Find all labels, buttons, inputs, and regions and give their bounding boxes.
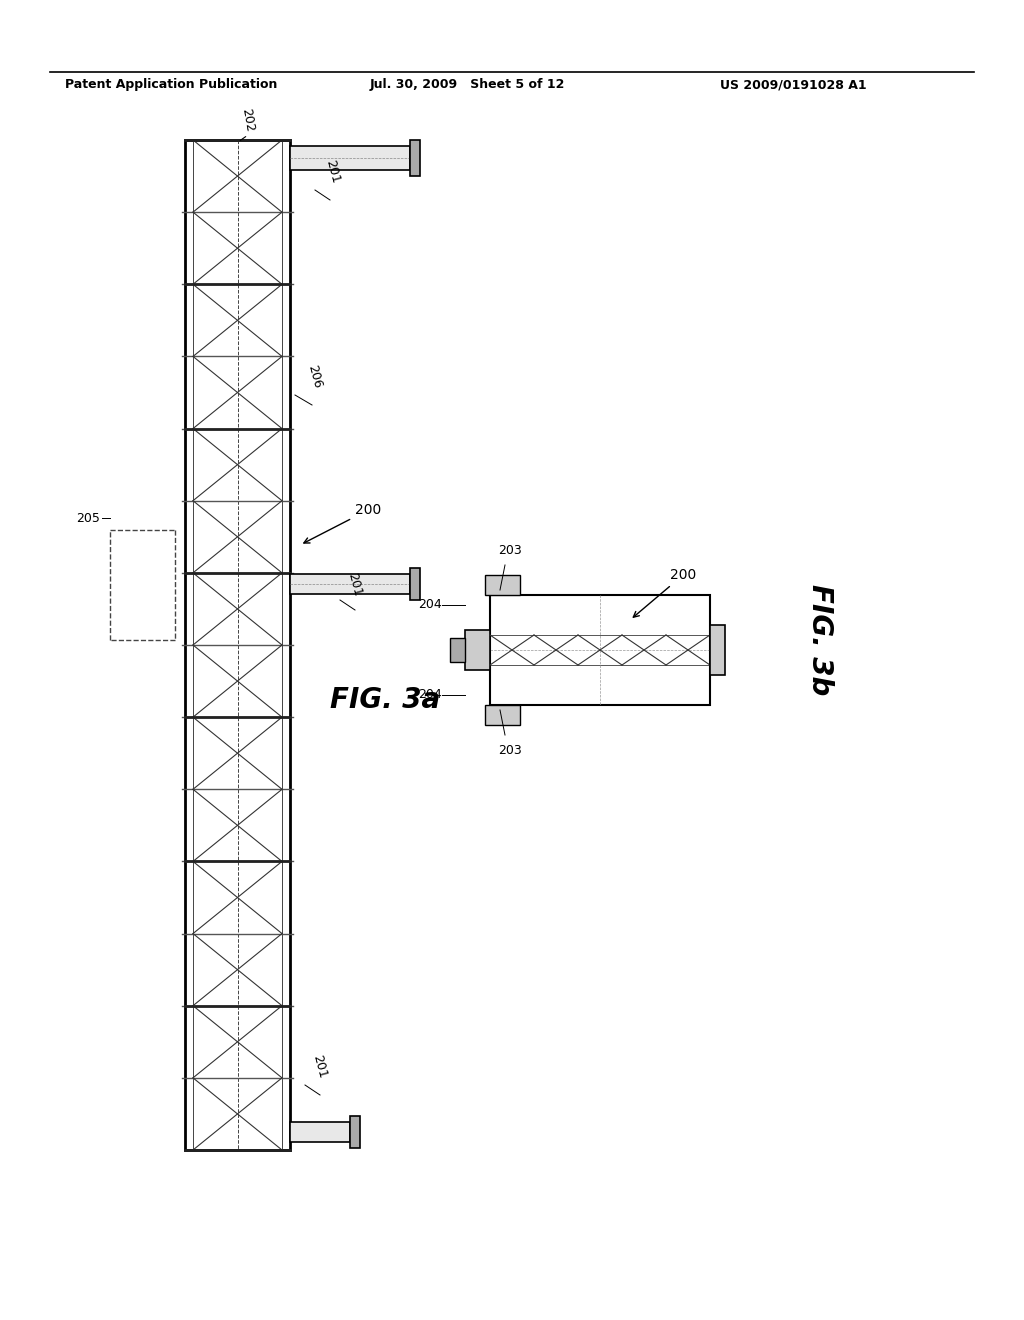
Text: 203: 203 — [498, 743, 522, 756]
Polygon shape — [290, 574, 410, 594]
Text: 201: 201 — [346, 572, 365, 598]
Text: 202: 202 — [240, 107, 256, 133]
Polygon shape — [290, 147, 410, 170]
Polygon shape — [485, 576, 520, 595]
Polygon shape — [410, 568, 420, 601]
Text: Patent Application Publication: Patent Application Publication — [65, 78, 278, 91]
Text: FIG. 3b: FIG. 3b — [806, 585, 834, 696]
Text: 205: 205 — [76, 511, 100, 524]
Polygon shape — [290, 1122, 350, 1142]
Polygon shape — [410, 140, 420, 176]
Text: 206: 206 — [305, 364, 325, 389]
Polygon shape — [710, 624, 725, 675]
Text: 201: 201 — [310, 1053, 330, 1080]
Text: Jul. 30, 2009   Sheet 5 of 12: Jul. 30, 2009 Sheet 5 of 12 — [370, 78, 565, 91]
Polygon shape — [350, 1115, 360, 1148]
Text: 204: 204 — [418, 689, 442, 701]
Text: 203: 203 — [498, 544, 522, 557]
Polygon shape — [465, 630, 490, 671]
Text: 200: 200 — [633, 568, 696, 618]
Text: 204: 204 — [418, 598, 442, 611]
Text: US 2009/0191028 A1: US 2009/0191028 A1 — [720, 78, 866, 91]
Text: 200: 200 — [304, 503, 381, 543]
Polygon shape — [450, 638, 465, 663]
Polygon shape — [485, 705, 520, 725]
Text: 201: 201 — [324, 158, 342, 185]
Text: FIG. 3a: FIG. 3a — [330, 686, 440, 714]
